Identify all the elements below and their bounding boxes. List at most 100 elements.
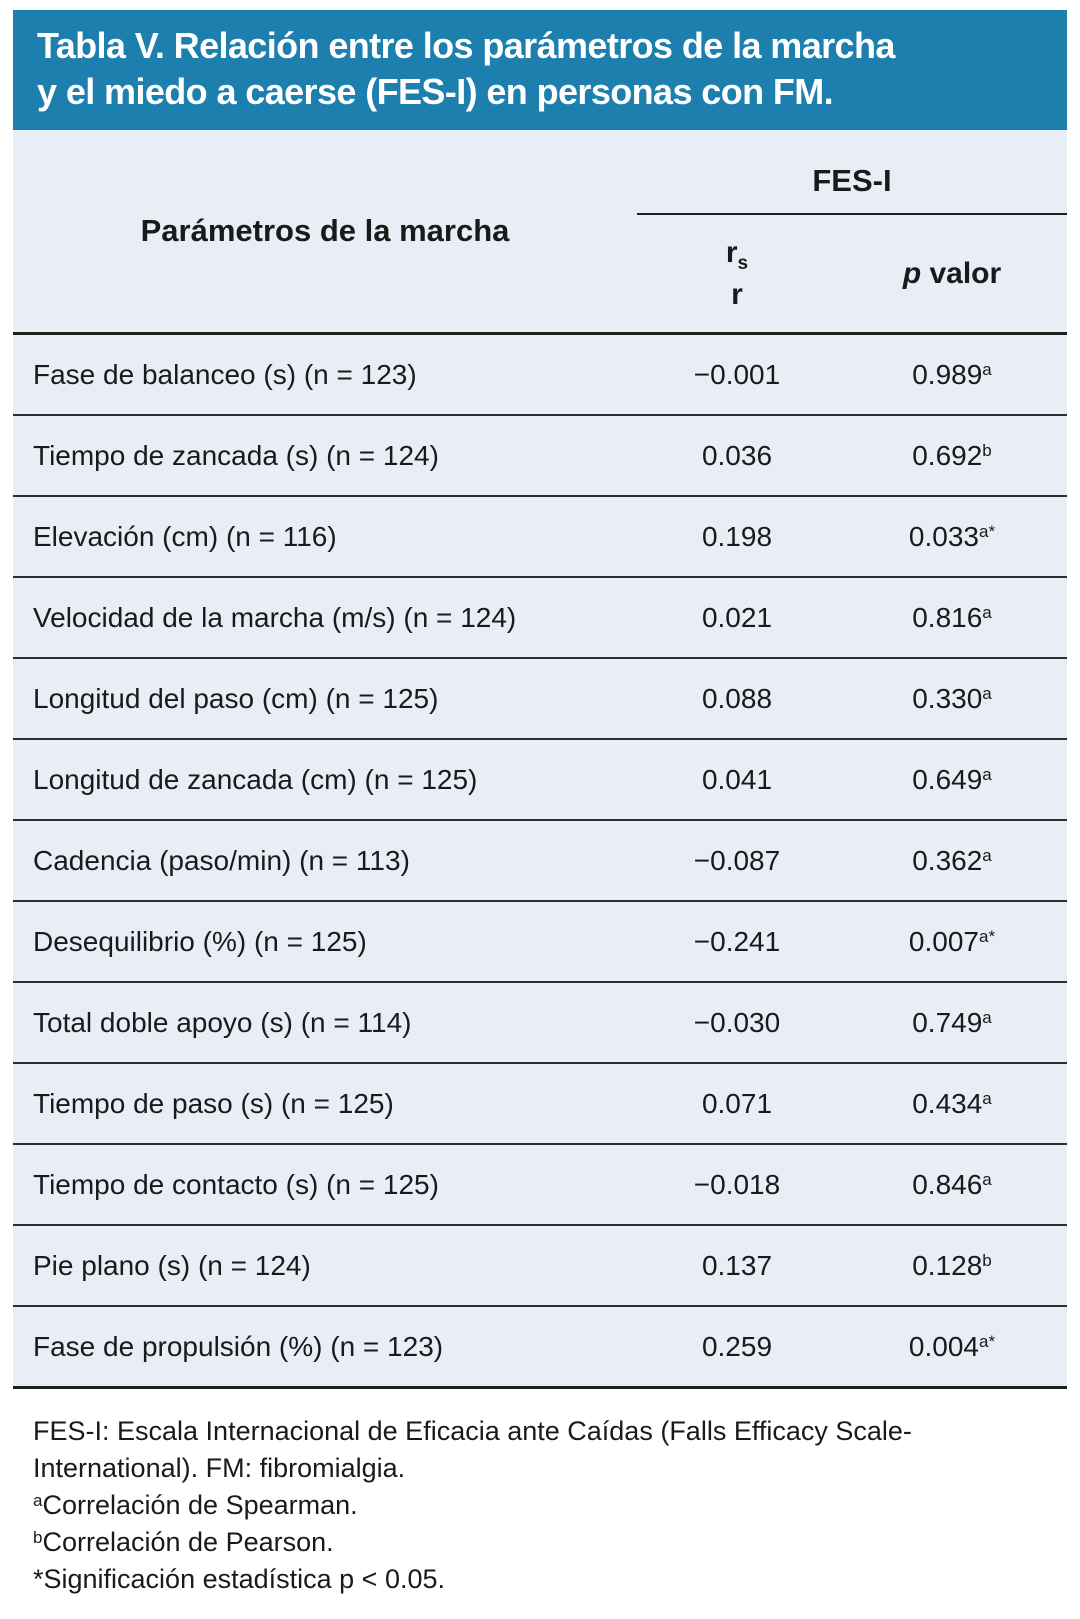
row-p-value: 0.330 — [912, 682, 983, 714]
row-p-superscript: a — [982, 359, 992, 379]
table-row: Tiempo de zancada (s) (n = 124) 0.036 0.… — [13, 416, 1067, 497]
sub-headers: rs r p valor — [637, 215, 1067, 332]
footnotes: FES-I: Escala Internacional de Eficacia … — [13, 1389, 1067, 1598]
row-p-cell: 0.692b — [837, 440, 1067, 472]
row-label: Longitud del paso (cm) (n = 125) — [33, 682, 439, 714]
footnote-line: aCorrelación de Spearman. — [33, 1487, 1043, 1524]
footnote-text: FES-I: Escala Internacional de Eficacia … — [33, 1416, 912, 1483]
row-p-cell: 0.846a — [837, 1169, 1067, 1201]
row-p-cell: 0.649a — [837, 764, 1067, 796]
row-p-cell: 0.128b — [837, 1250, 1067, 1282]
row-p-superscript: a — [982, 764, 992, 784]
row-p-value: 0.846 — [912, 1168, 983, 1200]
row-label: Fase de balanceo (s) (n = 123) — [33, 358, 417, 390]
table-row: Fase de propulsión (%) (n = 123) 0.259 0… — [13, 1307, 1067, 1389]
table-title-line1: Tabla V. Relación entre los parámetros d… — [37, 25, 895, 66]
row-p-superscript: a — [982, 1007, 992, 1027]
row-rs-value: −0.001 — [693, 358, 781, 390]
row-p-value: 0.362 — [912, 844, 983, 876]
row-label: Tiempo de zancada (s) (n = 124) — [33, 439, 439, 471]
row-p-superscript: b — [982, 1250, 992, 1270]
footnote-superscript: a — [33, 1491, 43, 1510]
row-rs-value: 0.088 — [701, 682, 773, 714]
coefficient-rs-label: rs — [725, 236, 749, 274]
column-group-fesi: FES-I rs r p valor — [637, 130, 1067, 332]
row-p-cell: 0.749a — [837, 1007, 1067, 1039]
row-p-value: 0.128 — [912, 1249, 983, 1281]
table-row: Cadencia (paso/min) (n = 113) −0.087 0.3… — [13, 821, 1067, 902]
row-p-cell: 0.362a — [837, 845, 1067, 877]
row-p-value: 0.816 — [912, 601, 983, 633]
footnote-line: *Significación estadística p < 0.05. — [33, 1561, 1043, 1598]
row-p-value: 0.649 — [912, 763, 983, 795]
coefficient-r-label: r — [731, 278, 743, 311]
row-label: Elevación (cm) (n = 116) — [33, 520, 337, 552]
table-row: Pie plano (s) (n = 124) 0.137 0.128b — [13, 1226, 1067, 1307]
column-header-pvalue: p valor — [837, 257, 1067, 291]
table-row: Longitud del paso (cm) (n = 125) 0.088 0… — [13, 659, 1067, 740]
row-rs-value: 0.198 — [701, 520, 773, 552]
table-row: Fase de balanceo (s) (n = 123) −0.001 0.… — [13, 335, 1067, 416]
table-row: Tiempo de paso (s) (n = 125) 0.071 0.434… — [13, 1064, 1067, 1145]
row-label: Cadencia (paso/min) (n = 113) — [33, 844, 410, 876]
fesi-group-label: FES-I — [812, 163, 892, 198]
footnote-line: FES-I: Escala Internacional de Eficacia … — [33, 1413, 1043, 1487]
row-p-value: 0.033 — [908, 520, 979, 552]
row-rs-value: −0.241 — [693, 925, 781, 957]
table-header: Parámetros de la marcha FES-I rs r p val… — [13, 130, 1067, 335]
row-p-superscript: a — [982, 683, 992, 703]
row-p-superscript: a — [982, 1088, 992, 1108]
row-p-cell: 0.033a* — [837, 521, 1067, 553]
row-p-value: 0.434 — [912, 1087, 983, 1119]
row-p-cell: 0.330a — [837, 683, 1067, 715]
row-rs-value: 0.071 — [701, 1087, 773, 1119]
fesi-underline — [637, 213, 1067, 215]
column-header-coefficient: rs r — [637, 237, 837, 310]
table-title-line2: y el miedo a caerse (FES-I) en personas … — [37, 71, 834, 112]
table-row: Desequilibrio (%) (n = 125) −0.241 0.007… — [13, 902, 1067, 983]
footnote-text: Correlación de Spearman. — [42, 1490, 358, 1520]
row-p-superscript: a — [982, 845, 992, 865]
row-rs-value: −0.087 — [693, 844, 781, 876]
table-row: Tiempo de contacto (s) (n = 125) −0.018 … — [13, 1145, 1067, 1226]
row-label: Longitud de zancada (cm) (n = 125) — [33, 763, 478, 795]
row-p-superscript: a* — [979, 521, 996, 541]
row-p-cell: 0.816a — [837, 602, 1067, 634]
row-label: Desequilibrio (%) (n = 125) — [33, 925, 367, 957]
footnote-text: *Significación estadística p < 0.05. — [33, 1564, 446, 1594]
column-header-parameters: Parámetros de la marcha — [140, 213, 510, 248]
row-p-value: 0.989 — [912, 358, 983, 390]
row-rs-value: 0.036 — [701, 439, 773, 471]
row-label: Total doble apoyo (s) (n = 114) — [33, 1006, 412, 1038]
row-p-cell: 0.004a* — [837, 1331, 1067, 1363]
row-p-superscript: a* — [979, 1331, 996, 1351]
row-p-cell: 0.434a — [837, 1088, 1067, 1120]
table-title-bar: Tabla V. Relación entre los parámetros d… — [13, 10, 1067, 130]
footnote-superscript: b — [33, 1528, 43, 1547]
row-p-value: 0.692 — [912, 439, 983, 471]
table-row: Total doble apoyo (s) (n = 114) −0.030 0… — [13, 983, 1067, 1064]
row-p-superscript: a — [982, 602, 992, 622]
row-label: Velocidad de la marcha (m/s) (n = 124) — [33, 601, 517, 633]
table-body: Fase de balanceo (s) (n = 123) −0.001 0.… — [13, 335, 1067, 1389]
pvalue-italic-p: p — [902, 256, 922, 290]
row-rs-value: −0.030 — [693, 1006, 781, 1038]
row-label: Pie plano (s) (n = 124) — [33, 1249, 311, 1281]
row-label: Tiempo de contacto (s) (n = 125) — [33, 1168, 439, 1200]
row-p-cell: 0.007a* — [837, 926, 1067, 958]
row-p-cell: 0.989a — [837, 359, 1067, 391]
data-table: Parámetros de la marcha FES-I rs r p val… — [13, 130, 1067, 1389]
row-rs-value: −0.018 — [693, 1168, 781, 1200]
row-p-superscript: a* — [979, 926, 996, 946]
row-p-value: 0.007 — [908, 925, 979, 957]
table-row: Velocidad de la marcha (m/s) (n = 124) 0… — [13, 578, 1067, 659]
row-p-superscript: a — [982, 1169, 992, 1189]
row-rs-value: 0.259 — [701, 1330, 773, 1362]
table-row: Elevación (cm) (n = 116) 0.198 0.033a* — [13, 497, 1067, 578]
row-rs-value: 0.041 — [701, 763, 773, 795]
coefficient-subscript: s — [737, 253, 749, 274]
row-p-value: 0.004 — [908, 1330, 979, 1362]
row-label: Fase de propulsión (%) (n = 123) — [33, 1330, 444, 1362]
pvalue-rest: valor — [921, 256, 1002, 290]
